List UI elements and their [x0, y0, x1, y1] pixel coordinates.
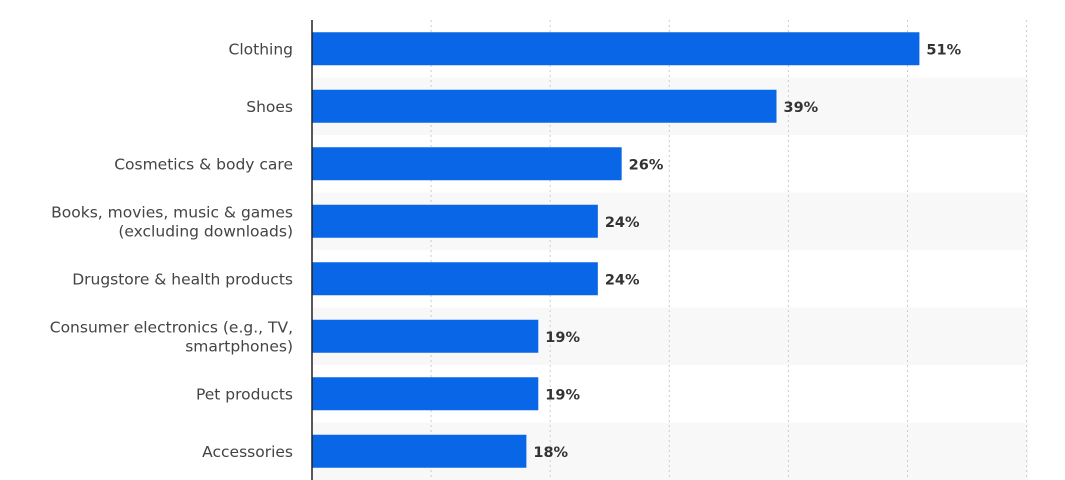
- value-label: 39%: [783, 100, 818, 116]
- category-label-line: Accessories: [202, 443, 293, 461]
- category-labels: Clothing Shoes Cosmetics & body care Books,…: [50, 40, 293, 461]
- value-label: 51%: [926, 42, 961, 58]
- bar: [312, 434, 527, 468]
- category-label-line: Pet products: [196, 385, 293, 403]
- value-label: 26%: [629, 157, 664, 173]
- category-label: Pet products: [196, 385, 293, 403]
- category-label-line: Clothing: [229, 40, 293, 58]
- category-label: Shoes: [246, 98, 293, 116]
- category-label-line: Shoes: [246, 98, 293, 116]
- category-label: Consumer electronics (e.g., TV, smartphon…: [50, 318, 293, 355]
- category-label-line: Cosmetics & body care: [114, 155, 293, 173]
- value-label: 18%: [533, 445, 568, 461]
- category-label: Drugstore & health products: [72, 270, 293, 288]
- category-label-line: Books, movies, music & games: [51, 203, 293, 221]
- bar: [312, 377, 539, 411]
- category-label-line: Consumer electronics (e.g., TV,: [50, 318, 293, 336]
- bar: [312, 147, 622, 181]
- bars: [312, 32, 920, 468]
- category-label: Clothing: [229, 40, 293, 58]
- value-label: 24%: [605, 215, 640, 231]
- category-label: Accessories: [202, 443, 293, 461]
- value-label: 19%: [545, 387, 580, 403]
- value-labels: 51% 39% 26% 24% 24% 19% 19% 18%: [533, 42, 961, 461]
- bar: [312, 32, 920, 66]
- bar: [312, 319, 539, 353]
- category-label: Cosmetics & body care: [114, 155, 293, 173]
- category-label-line: (excluding downloads): [118, 222, 293, 240]
- bar: [312, 262, 598, 296]
- bar: [312, 204, 598, 238]
- category-label-line: smartphones): [185, 337, 293, 355]
- value-label: 24%: [605, 272, 640, 288]
- category-label: Books, movies, music & games (excluding d…: [51, 203, 293, 240]
- value-label: 19%: [545, 330, 580, 346]
- category-label-line: Drugstore & health products: [72, 270, 293, 288]
- bar: [312, 89, 777, 123]
